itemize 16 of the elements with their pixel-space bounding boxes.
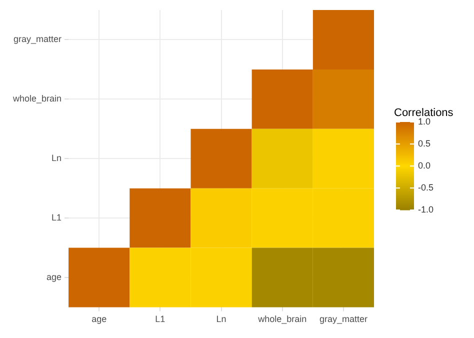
y-tick-label: age xyxy=(46,272,62,282)
x-tick-label: whole_brain xyxy=(257,314,307,324)
y-tick-label: L1 xyxy=(52,212,62,223)
color-bar-label: -1.0 xyxy=(418,204,434,214)
x-tick-label: Ln xyxy=(216,314,226,324)
x-tick-label: age xyxy=(92,314,107,324)
color-bar-label: 0.0 xyxy=(418,160,431,170)
color-bar-label: 1.0 xyxy=(418,116,431,126)
color-bar-label: -0.5 xyxy=(418,182,434,192)
y-tick-label: Ln xyxy=(52,153,62,164)
x-tick-label: gray_matter xyxy=(319,314,368,324)
x-tick-label: L1 xyxy=(155,314,166,324)
y-tick-label: gray_matter xyxy=(14,34,62,44)
color-bar-title: Correlations xyxy=(394,107,454,119)
y-tick-label: whole_brain xyxy=(12,94,62,104)
color-bar-label: 0.5 xyxy=(418,138,431,148)
